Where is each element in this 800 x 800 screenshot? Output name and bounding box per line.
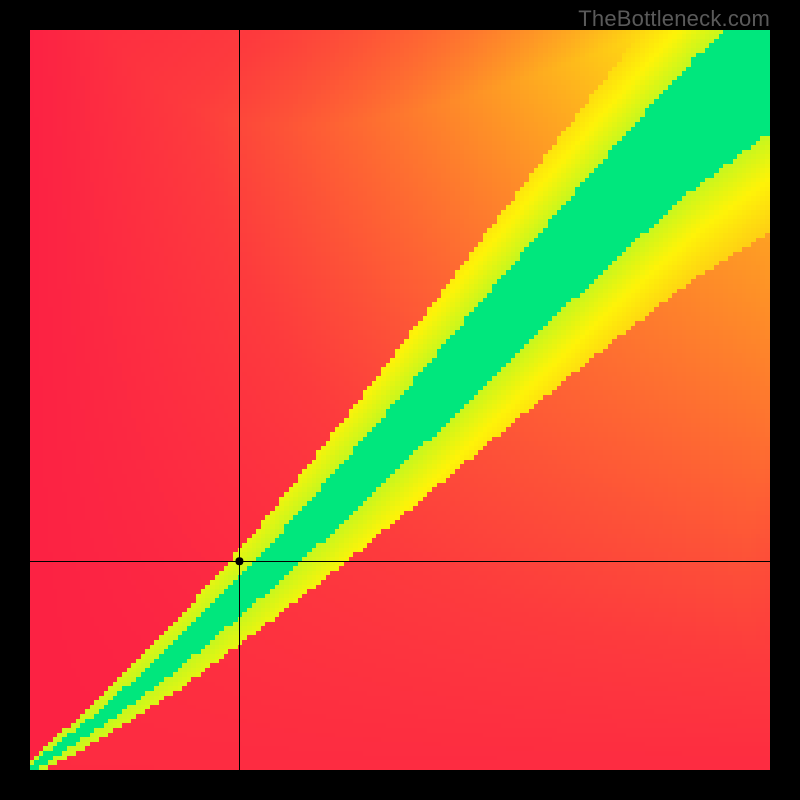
- chart-container: TheBottleneck.com: [0, 0, 800, 800]
- heatmap-plot: [30, 30, 770, 770]
- watermark-text: TheBottleneck.com: [578, 6, 770, 32]
- heatmap-canvas: [30, 30, 770, 770]
